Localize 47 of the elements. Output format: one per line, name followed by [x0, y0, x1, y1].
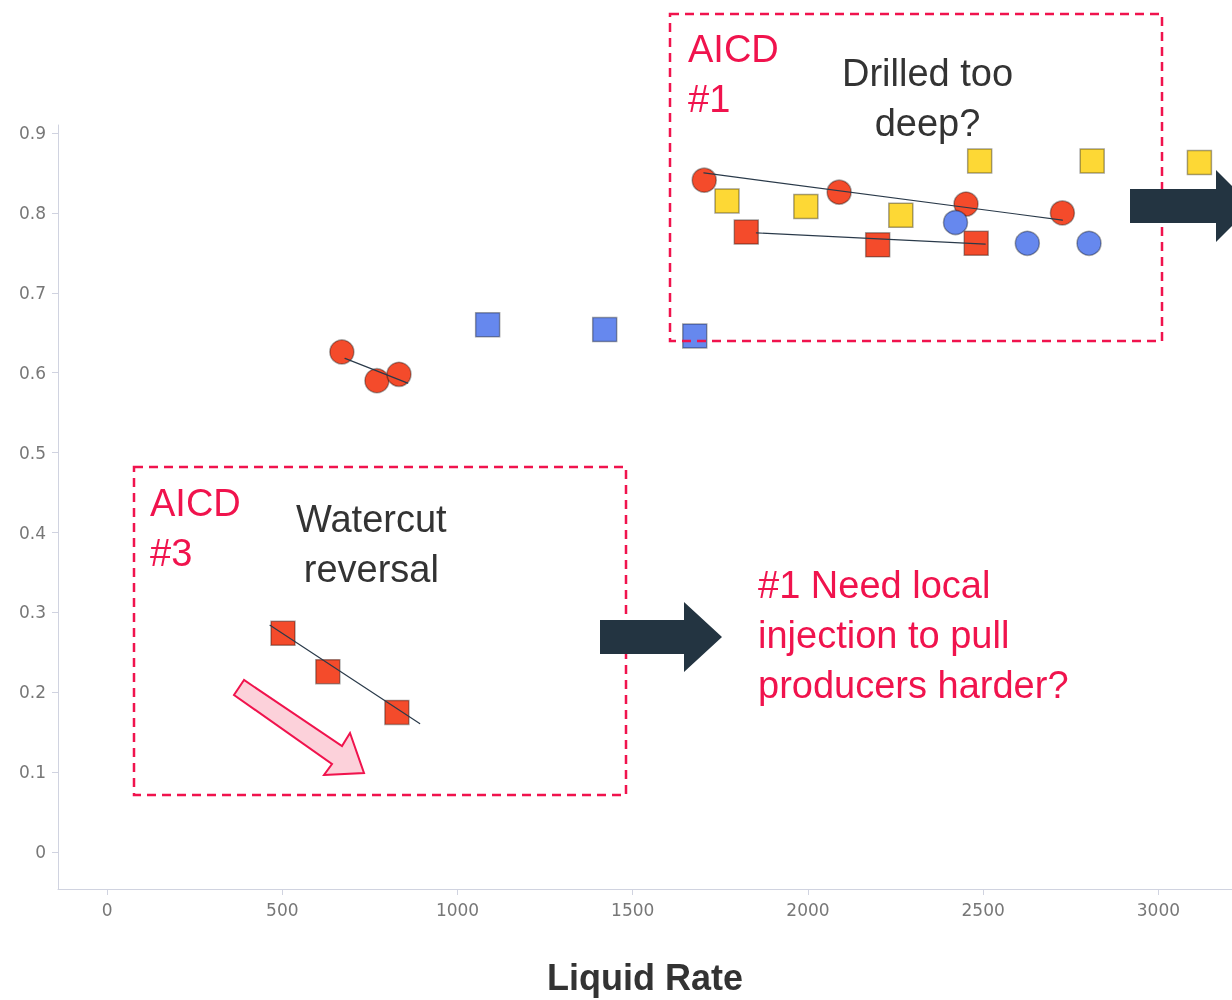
y-tick-label: 0.6 [18, 362, 46, 383]
x-tick-label: 3000 [1136, 899, 1181, 920]
point [1076, 230, 1102, 257]
annotation: AICD #3 [150, 481, 241, 576]
x-tick-label: 0 [101, 899, 113, 920]
y-tick-label: 0 [35, 842, 46, 863]
point [1049, 200, 1076, 226]
point [733, 219, 760, 245]
y-tick-label: 0.5 [18, 442, 46, 463]
point [714, 188, 740, 214]
point [793, 193, 819, 220]
point [364, 367, 390, 394]
x-axis-title: Liquid Rate [547, 956, 743, 998]
point [329, 339, 355, 365]
point [1014, 230, 1041, 257]
text: AICD #1 [688, 27, 779, 122]
y-tick-label: 0.7 [18, 282, 46, 303]
y-tick-label: 0.4 [18, 522, 46, 543]
annotation: Drilled too deep? [842, 51, 1014, 146]
point [386, 361, 412, 388]
x-tick-label: 2000 [786, 899, 830, 920]
point [864, 232, 891, 258]
x-tick-label: 2500 [961, 899, 1005, 920]
x-tick-label: 1000 [435, 899, 480, 920]
point [691, 167, 717, 193]
x-tick-label: 1500 [611, 899, 655, 920]
point [591, 316, 618, 343]
y-tick-label: 0.3 [18, 602, 46, 623]
point [270, 620, 296, 647]
y-tick-label: 0.8 [18, 202, 46, 223]
point [384, 699, 410, 726]
point [1079, 148, 1105, 174]
point [474, 312, 501, 338]
point [888, 202, 914, 229]
point [966, 148, 993, 174]
point [1186, 149, 1213, 176]
point [826, 179, 852, 205]
y-tick-label: 0.1 [18, 762, 46, 783]
point [942, 209, 969, 236]
annotation: Watercut reversal [296, 497, 447, 592]
point [963, 230, 989, 257]
y-tick-label: 0.2 [18, 682, 46, 703]
y-tick-label: 0.9 [18, 122, 46, 143]
annotation: #1 Need local injection to pull producers harder? [758, 563, 1069, 708]
x-tick-label: 500 [266, 899, 299, 920]
point [682, 323, 708, 349]
point [315, 658, 341, 685]
